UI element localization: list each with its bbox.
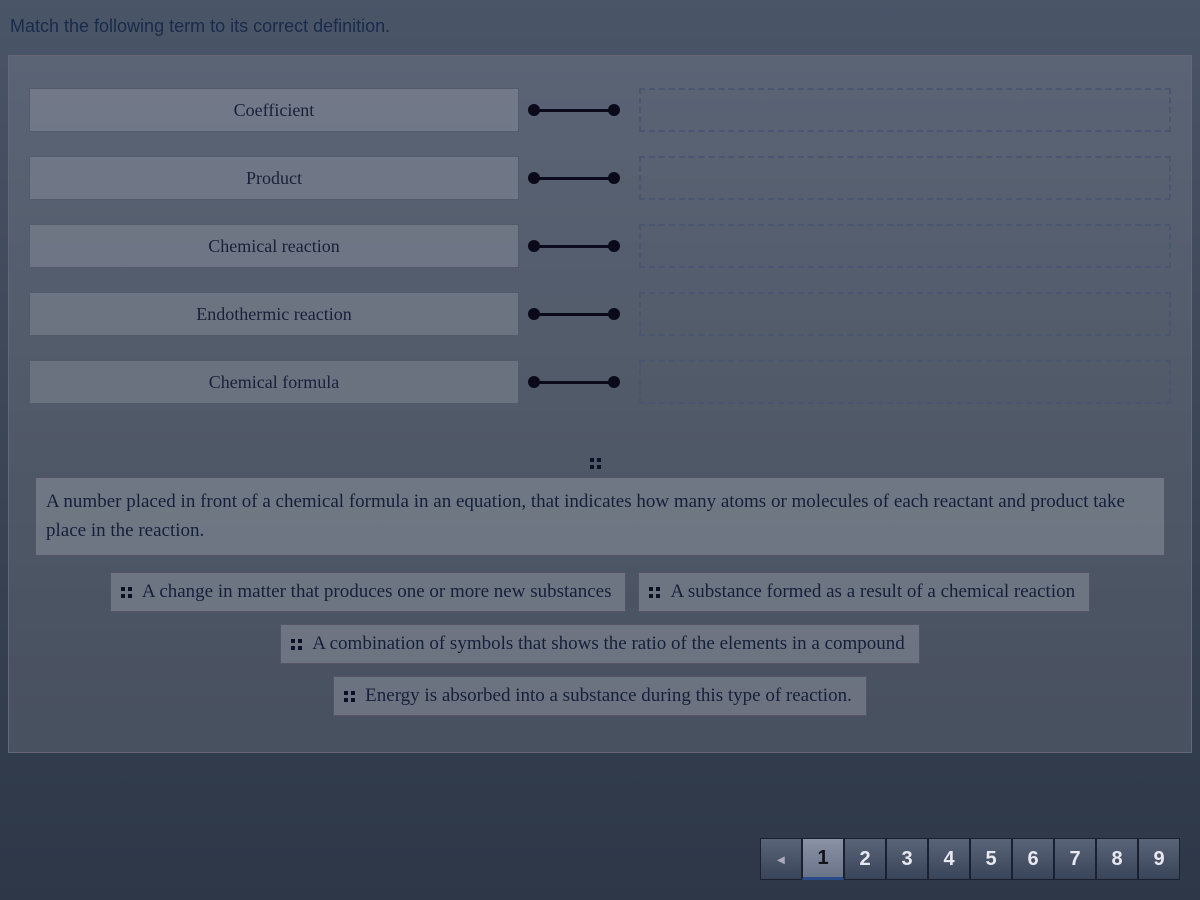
answer-bank: A number placed in front of a chemical f… bbox=[29, 456, 1171, 722]
drop-zone[interactable] bbox=[639, 360, 1171, 404]
page-button-1[interactable]: 1 bbox=[802, 838, 844, 880]
answer-option[interactable]: A combination of symbols that shows the … bbox=[280, 624, 920, 664]
answer-option[interactable]: A change in matter that produces one or … bbox=[110, 572, 627, 612]
match-row: Endothermic reaction bbox=[29, 290, 1171, 338]
answer-option[interactable]: Energy is absorbed into a substance duri… bbox=[333, 676, 867, 716]
answer-row: A combination of symbols that shows the … bbox=[29, 618, 1171, 670]
page-button-3[interactable]: 3 bbox=[886, 838, 928, 880]
term-chemical-formula[interactable]: Chemical formula bbox=[29, 360, 519, 404]
answer-row: A change in matter that produces one or … bbox=[29, 566, 1171, 618]
page-button-4[interactable]: 4 bbox=[928, 838, 970, 880]
drop-zone[interactable] bbox=[639, 88, 1171, 132]
term-endothermic[interactable]: Endothermic reaction bbox=[29, 292, 519, 336]
answer-text: A combination of symbols that shows the … bbox=[312, 633, 905, 655]
page-button-7[interactable]: 7 bbox=[1054, 838, 1096, 880]
grip-icon bbox=[121, 585, 132, 600]
drop-zone[interactable] bbox=[639, 224, 1171, 268]
answer-option[interactable]: A substance formed as a result of a chem… bbox=[638, 572, 1090, 612]
instruction-text: Match the following term to its correct … bbox=[0, 0, 1200, 55]
grip-icon bbox=[344, 689, 355, 704]
match-row: Chemical formula bbox=[29, 358, 1171, 406]
connector-icon[interactable] bbox=[519, 224, 629, 268]
pagination: ◂ 1 2 3 4 5 6 7 8 9 bbox=[760, 838, 1180, 880]
page-button-6[interactable]: 6 bbox=[1012, 838, 1054, 880]
drop-zone[interactable] bbox=[639, 292, 1171, 336]
answer-text: Energy is absorbed into a substance duri… bbox=[365, 685, 852, 707]
match-row: Coefficient bbox=[29, 86, 1171, 134]
grip-icon bbox=[291, 637, 302, 652]
answer-option[interactable]: A number placed in front of a chemical f… bbox=[35, 477, 1165, 556]
answer-text: A change in matter that produces one or … bbox=[142, 581, 612, 603]
term-product[interactable]: Product bbox=[29, 156, 519, 200]
page-button-5[interactable]: 5 bbox=[970, 838, 1012, 880]
grip-icon bbox=[649, 585, 660, 600]
connector-icon[interactable] bbox=[519, 156, 629, 200]
matching-panel: Coefficient Product Chemical reaction En… bbox=[8, 55, 1192, 753]
page-button-2[interactable]: 2 bbox=[844, 838, 886, 880]
connector-icon[interactable] bbox=[519, 88, 629, 132]
page-button-9[interactable]: 9 bbox=[1138, 838, 1180, 880]
answer-row: Energy is absorbed into a substance duri… bbox=[29, 670, 1171, 722]
term-chemical-reaction[interactable]: Chemical reaction bbox=[29, 224, 519, 268]
page-button-8[interactable]: 8 bbox=[1096, 838, 1138, 880]
term-coefficient[interactable]: Coefficient bbox=[29, 88, 519, 132]
answer-text: A substance formed as a result of a chem… bbox=[670, 581, 1075, 603]
match-row: Product bbox=[29, 154, 1171, 202]
match-row: Chemical reaction bbox=[29, 222, 1171, 270]
grip-icon bbox=[29, 456, 1171, 471]
connector-icon[interactable] bbox=[519, 292, 629, 336]
page-prev-button[interactable]: ◂ bbox=[760, 838, 802, 880]
answer-text: A number placed in front of a chemical f… bbox=[46, 488, 1150, 545]
connector-icon[interactable] bbox=[519, 360, 629, 404]
drop-zone[interactable] bbox=[639, 156, 1171, 200]
